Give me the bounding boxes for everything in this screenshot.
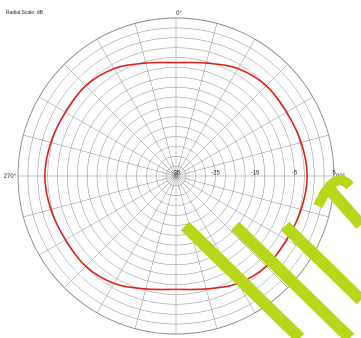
grid-spoke (96, 39, 177, 177)
angle-label: 0° (176, 11, 182, 17)
grid-spoke (175, 175, 313, 256)
grid-spoke (175, 175, 288, 288)
grid-spoke (175, 175, 329, 218)
grid-spoke (39, 96, 177, 177)
grid-spoke (175, 175, 256, 313)
series-layer (44, 61, 308, 291)
label-layer: -35 -25 -15 -5 5 0° 90° 270° (4, 11, 346, 180)
series-line (44, 61, 308, 291)
angle-label: 90° (336, 174, 346, 180)
grid-spoke (175, 39, 256, 177)
grid-spoke (96, 175, 177, 313)
grid-spoke (134, 23, 177, 177)
scale-label: Radial Scale: dB (6, 10, 43, 16)
grid-spoke (39, 175, 177, 256)
grid-spoke (134, 175, 177, 329)
polar-grid (17, 17, 335, 335)
grid-spoke (23, 175, 177, 218)
radial-tick-label: -25 (211, 171, 220, 177)
angle-label: 270° (4, 174, 17, 180)
radial-tick-label: -5 (292, 171, 298, 177)
grid-spoke (64, 175, 177, 288)
grid-spoke (175, 23, 218, 177)
grid-spoke (175, 134, 329, 177)
grid-spoke (64, 64, 177, 177)
radial-tick-label: 5 (332, 171, 336, 177)
radial-tick-label: -35 (172, 171, 181, 177)
grid-spoke (175, 96, 313, 177)
radial-tick-label: -15 (251, 171, 260, 177)
grid-spoke (175, 64, 288, 177)
grid-spoke (23, 134, 177, 177)
grid-spoke (175, 175, 218, 329)
